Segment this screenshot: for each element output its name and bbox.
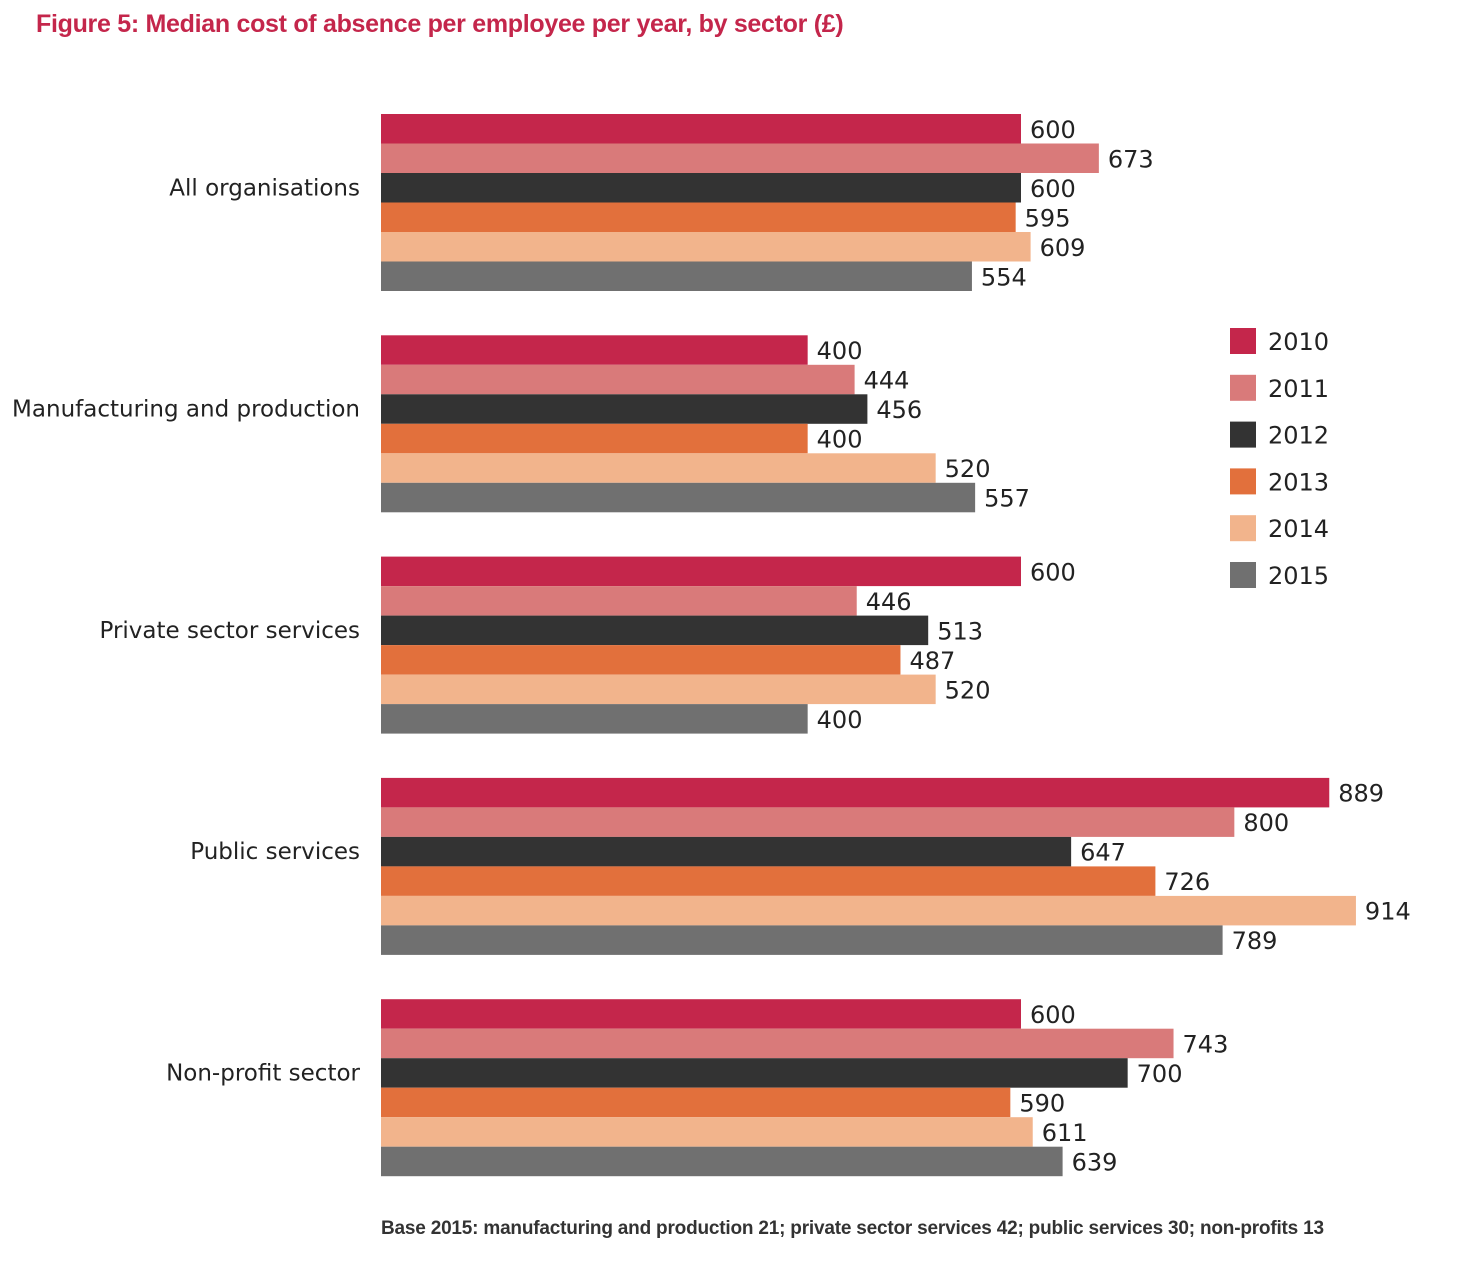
data-label: 889 [1338,780,1384,808]
bar-2014 [381,232,1031,262]
data-label: 609 [1040,234,1086,262]
bar-2014 [381,895,1356,926]
bar-2011 [381,807,1235,837]
bar-2013 [381,1087,1011,1118]
legend-label: 2010 [1268,328,1329,356]
legend-label: 2014 [1268,515,1329,543]
legend-swatch [1230,468,1256,495]
data-label: 554 [981,263,1027,291]
bar-2011 [381,143,1099,173]
bar-2015 [381,925,1223,955]
data-label: 590 [1019,1089,1065,1117]
bar-2012 [381,615,929,646]
data-label: 639 [1072,1148,1118,1176]
bar-2014 [381,453,936,483]
bar-2012 [381,394,868,424]
legend-swatch [1230,562,1256,588]
bar-2010 [381,999,1021,1029]
data-label: 446 [866,588,912,616]
legend-label: 2012 [1268,422,1329,450]
data-label: 600 [1030,558,1076,586]
data-label: 520 [945,676,991,704]
data-label: 595 [1025,204,1071,232]
data-label: 400 [817,426,863,454]
legend-swatch [1230,421,1256,448]
data-label: 700 [1137,1060,1183,1088]
data-label: 456 [876,396,922,424]
bar-2013 [381,645,901,675]
data-label: 400 [817,337,863,365]
category-label: Manufacturing and production [12,397,360,423]
bar-2012 [381,1058,1128,1088]
bar-2010 [381,556,1021,587]
bar-2010 [381,114,1021,144]
data-label: 647 [1080,839,1126,867]
data-label: 914 [1365,898,1411,926]
data-label: 673 [1108,145,1154,173]
legend-swatch [1230,515,1256,542]
bar-2013 [381,866,1156,896]
legend-swatch [1230,374,1256,401]
data-label: 487 [909,647,955,675]
bar-2011 [381,586,857,616]
data-label: 520 [945,455,991,483]
bar-2015 [381,261,972,291]
data-label: 743 [1183,1030,1229,1058]
bar-2015 [381,704,808,734]
category-label: All organisations [169,175,360,201]
category-label: Public services [190,839,360,865]
bar-2012 [381,836,1072,867]
legend-label: 2013 [1268,468,1329,496]
data-label: 557 [984,485,1030,513]
bar-2010 [381,777,1330,808]
data-label: 800 [1243,809,1289,837]
data-label: 600 [1030,116,1076,144]
bar-2010 [381,335,808,365]
data-label: 726 [1164,868,1210,896]
legend-swatch [1230,328,1256,354]
data-label: 400 [817,706,863,734]
bar-2014 [381,674,936,705]
chart-title: Figure 5: Median cost of absence per emp… [36,10,844,38]
bar-2012 [381,173,1021,203]
category-label: Non-profit sector [166,1060,360,1086]
bar-2011 [381,1028,1174,1059]
data-label: 600 [1030,175,1076,203]
data-label: 611 [1042,1119,1088,1147]
bar-2011 [381,364,855,395]
bar-2013 [381,423,808,454]
bar-2013 [381,202,1016,232]
data-label: 789 [1232,927,1278,955]
data-label: 444 [864,367,910,395]
data-label: 600 [1030,1001,1076,1029]
bar-2015 [381,482,976,513]
legend-label: 2015 [1268,562,1329,590]
chart-footnote: Base 2015: manufacturing and production … [381,1218,1324,1239]
bar-2014 [381,1117,1033,1147]
data-label: 513 [937,617,983,645]
category-label: Private sector services [99,618,360,644]
legend-label: 2011 [1268,375,1329,403]
bar-2015 [381,1146,1063,1177]
